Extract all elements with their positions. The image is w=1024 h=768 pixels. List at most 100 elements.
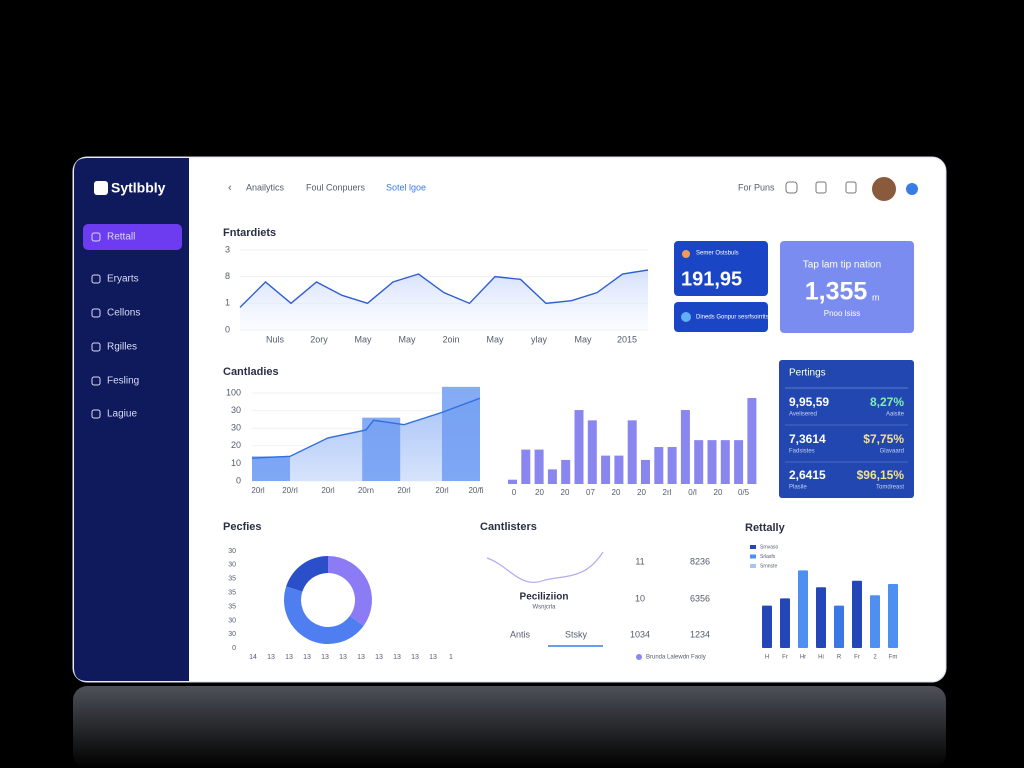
- y-tick-label: 0: [232, 645, 236, 652]
- legend-swatch: [750, 545, 756, 549]
- nav-item[interactable]: Eryarts: [107, 274, 139, 285]
- pie-slice: [328, 556, 373, 626]
- x-tick-label: 14: [249, 654, 257, 661]
- y-tick-label: 0: [225, 324, 230, 334]
- rating-value: 9,95,59: [789, 395, 829, 409]
- rating-sub: Aaisite: [886, 412, 905, 418]
- nav-icon: [91, 376, 101, 386]
- highlight-value: 1,355: [805, 278, 868, 306]
- y-tick-label: 30: [228, 617, 236, 624]
- icon: [682, 250, 690, 258]
- x-tick-label: 20rn: [358, 486, 374, 495]
- highlight-label: Tap lam tip nation: [803, 260, 881, 271]
- bar: [720, 440, 730, 484]
- legend-label: Srnnste: [760, 563, 777, 569]
- y-tick-label: 20: [231, 440, 241, 450]
- x-tick-label: 2: [873, 655, 877, 661]
- bar: [816, 587, 826, 648]
- cluster-tab[interactable]: Stsky: [565, 629, 588, 639]
- x-tick-label: R: [837, 655, 842, 661]
- x-tick-label: 2ory: [310, 334, 328, 344]
- bar: [627, 420, 637, 484]
- tab[interactable]: Sotel lgoe: [386, 182, 426, 192]
- table-cell: 6356: [690, 593, 710, 603]
- x-tick-label: 0/5: [738, 488, 750, 497]
- x-tick-label: 20rl: [251, 486, 265, 495]
- x-tick-label: May: [486, 334, 504, 344]
- cluster-tab[interactable]: Antis: [510, 629, 531, 639]
- nav-icon: [91, 409, 101, 419]
- panel-title: Cantladies: [223, 366, 279, 378]
- nav-item[interactable]: Rettall: [107, 232, 135, 243]
- rating-change: $96,15%: [857, 468, 905, 482]
- nav-item[interactable]: Fesling: [107, 376, 139, 387]
- x-tick-label: 20rl: [435, 486, 449, 495]
- x-tick-label: ylay: [531, 334, 548, 344]
- x-tick-label: May: [354, 334, 372, 344]
- bar: [442, 386, 480, 481]
- bar: [534, 449, 544, 484]
- x-tick-label: 2oin: [442, 334, 459, 344]
- bar: [508, 479, 517, 484]
- tab[interactable]: Anailytics: [246, 182, 285, 192]
- legend-dot: [636, 654, 642, 660]
- bar: [747, 398, 757, 484]
- nav-active[interactable]: [83, 224, 182, 250]
- x-tick-label: 20: [714, 488, 723, 497]
- bar: [601, 455, 611, 484]
- bar: [614, 455, 624, 484]
- highlight-note: Pnoo lsiss: [824, 309, 860, 318]
- icon[interactable]: [906, 183, 918, 195]
- x-tick-label: 13: [393, 654, 401, 661]
- bar: [680, 410, 690, 484]
- x-tick-label: 20rl: [397, 486, 411, 495]
- bar: [694, 440, 704, 484]
- icon[interactable]: [815, 181, 827, 194]
- icon[interactable]: [845, 181, 857, 194]
- nav-item[interactable]: Lagiue: [107, 409, 137, 420]
- nav-item[interactable]: Cellons: [107, 308, 140, 319]
- bar: [641, 459, 650, 484]
- x-tick-label: 07: [586, 488, 595, 497]
- legend-swatch: [750, 564, 756, 568]
- rating-change: 8,27%: [870, 395, 904, 409]
- x-tick-label: 13: [429, 654, 437, 661]
- table-cell: 11: [635, 556, 644, 566]
- bar: [888, 584, 898, 648]
- highlight-unit: m: [872, 292, 880, 302]
- table-cell: 1234: [690, 629, 710, 639]
- panel-title: Rettally: [745, 522, 786, 534]
- pie-slice: [284, 586, 364, 644]
- x-tick-label: 20/fi: [468, 486, 483, 495]
- icon: [681, 312, 691, 322]
- nav-icon: [91, 232, 101, 242]
- pie-slice: [286, 556, 328, 592]
- account[interactable]: For Puns: [738, 182, 775, 192]
- x-tick-label: 13: [339, 654, 347, 661]
- nav-item[interactable]: Rgilles: [107, 342, 137, 353]
- x-tick-label: 13: [267, 654, 275, 661]
- legend-label: Srlasfs: [760, 554, 776, 560]
- summary-value: 191,95: [681, 268, 742, 290]
- x-tick-label: 20: [612, 488, 621, 497]
- x-tick-label: 20: [535, 488, 544, 497]
- panel-title: Pecfies: [223, 521, 262, 533]
- ratings-card: [779, 360, 914, 498]
- x-tick-label: May: [398, 334, 416, 344]
- nav-icon: [91, 274, 101, 284]
- y-tick-label: 35: [228, 576, 236, 583]
- bar: [834, 605, 844, 648]
- bar: [798, 570, 808, 648]
- back-icon[interactable]: ‹: [228, 182, 232, 194]
- rating-label: Fadsistes: [789, 449, 815, 455]
- x-tick-label: 20/rl: [282, 486, 298, 495]
- icon[interactable]: [785, 181, 798, 194]
- avatar[interactable]: [872, 177, 896, 201]
- tab[interactable]: Foul Conpuers: [306, 182, 366, 192]
- x-tick-label: 13: [375, 654, 383, 661]
- rating-label: Avelisered: [789, 412, 817, 418]
- cluster-heading: Peciliziion: [520, 592, 569, 603]
- bar: [587, 420, 597, 484]
- y-tick-label: 1: [225, 298, 230, 308]
- nav-icon: [91, 342, 101, 352]
